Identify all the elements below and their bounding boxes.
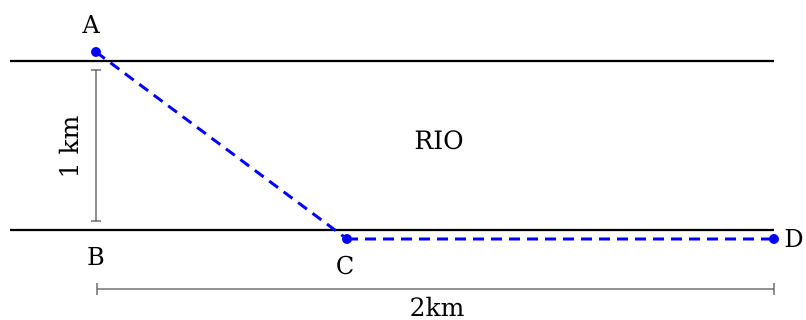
length-measure-label: 2km <box>410 293 465 320</box>
point-b-label: B <box>87 243 105 271</box>
point-c-dot <box>342 234 352 244</box>
width-measure-label: 1 km <box>55 115 84 178</box>
path-segment-a-c <box>95 50 348 241</box>
point-d-dot <box>769 234 779 244</box>
point-d-label: D <box>784 225 803 253</box>
river-label: RIO <box>414 126 463 155</box>
point-a-label: A <box>81 11 100 39</box>
point-a-dot <box>91 47 101 57</box>
length-dimension <box>96 283 775 295</box>
width-dimension <box>91 69 101 222</box>
point-c-label: C <box>336 252 354 280</box>
